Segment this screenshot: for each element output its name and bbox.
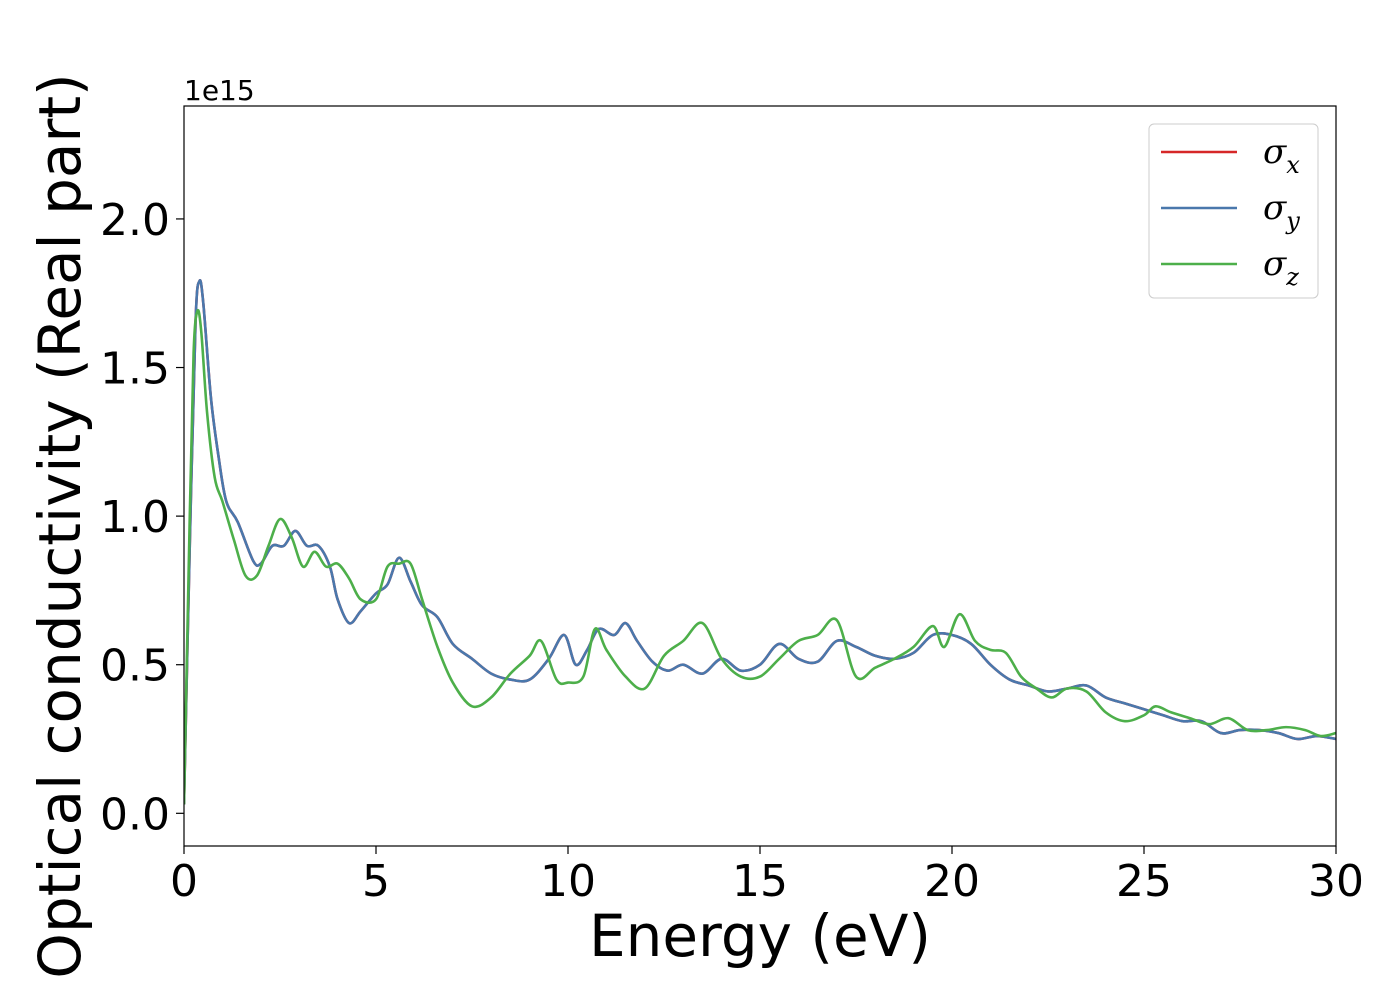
y-axis-offset-label: 1e15 <box>184 74 255 107</box>
y-tick-label: 0.5 <box>100 641 170 692</box>
series-line-z <box>184 308 1336 805</box>
x-tick-label: 20 <box>924 856 980 907</box>
y-axis-label: Optical conductivity (Real part) <box>26 73 94 978</box>
legend-box <box>1148 123 1319 299</box>
x-axis-ticks: 0 5 10 15 20 25 30 <box>170 846 1364 907</box>
legend-item-z: σz <box>1161 244 1299 291</box>
series-layer <box>184 279 1336 805</box>
x-tick-label: 15 <box>732 856 788 907</box>
x-tick-label: 5 <box>362 856 390 907</box>
y-tick-label: 0.0 <box>100 789 170 840</box>
x-tick-label: 25 <box>1116 856 1172 907</box>
y-tick-label: 1.0 <box>100 492 170 543</box>
legend-label: σz <box>1263 244 1299 291</box>
x-axis-label: Energy (eV) <box>589 902 931 970</box>
series-line-y <box>184 279 1336 805</box>
x-tick-label: 10 <box>540 856 596 907</box>
legend-label: σy <box>1263 188 1300 235</box>
y-tick-label: 2.0 <box>100 195 170 246</box>
legend-item-x: σx <box>1161 132 1300 179</box>
x-tick-label: 0 <box>170 856 198 907</box>
legend-item-y: σy <box>1161 188 1300 235</box>
legend-label: σx <box>1263 132 1300 179</box>
x-tick-label: 30 <box>1308 856 1364 907</box>
legend: σx σy σz <box>1148 123 1319 299</box>
y-axis-ticks: 0.0 0.5 1.0 1.5 2.0 <box>100 195 184 840</box>
y-tick-label: 1.5 <box>100 344 170 395</box>
